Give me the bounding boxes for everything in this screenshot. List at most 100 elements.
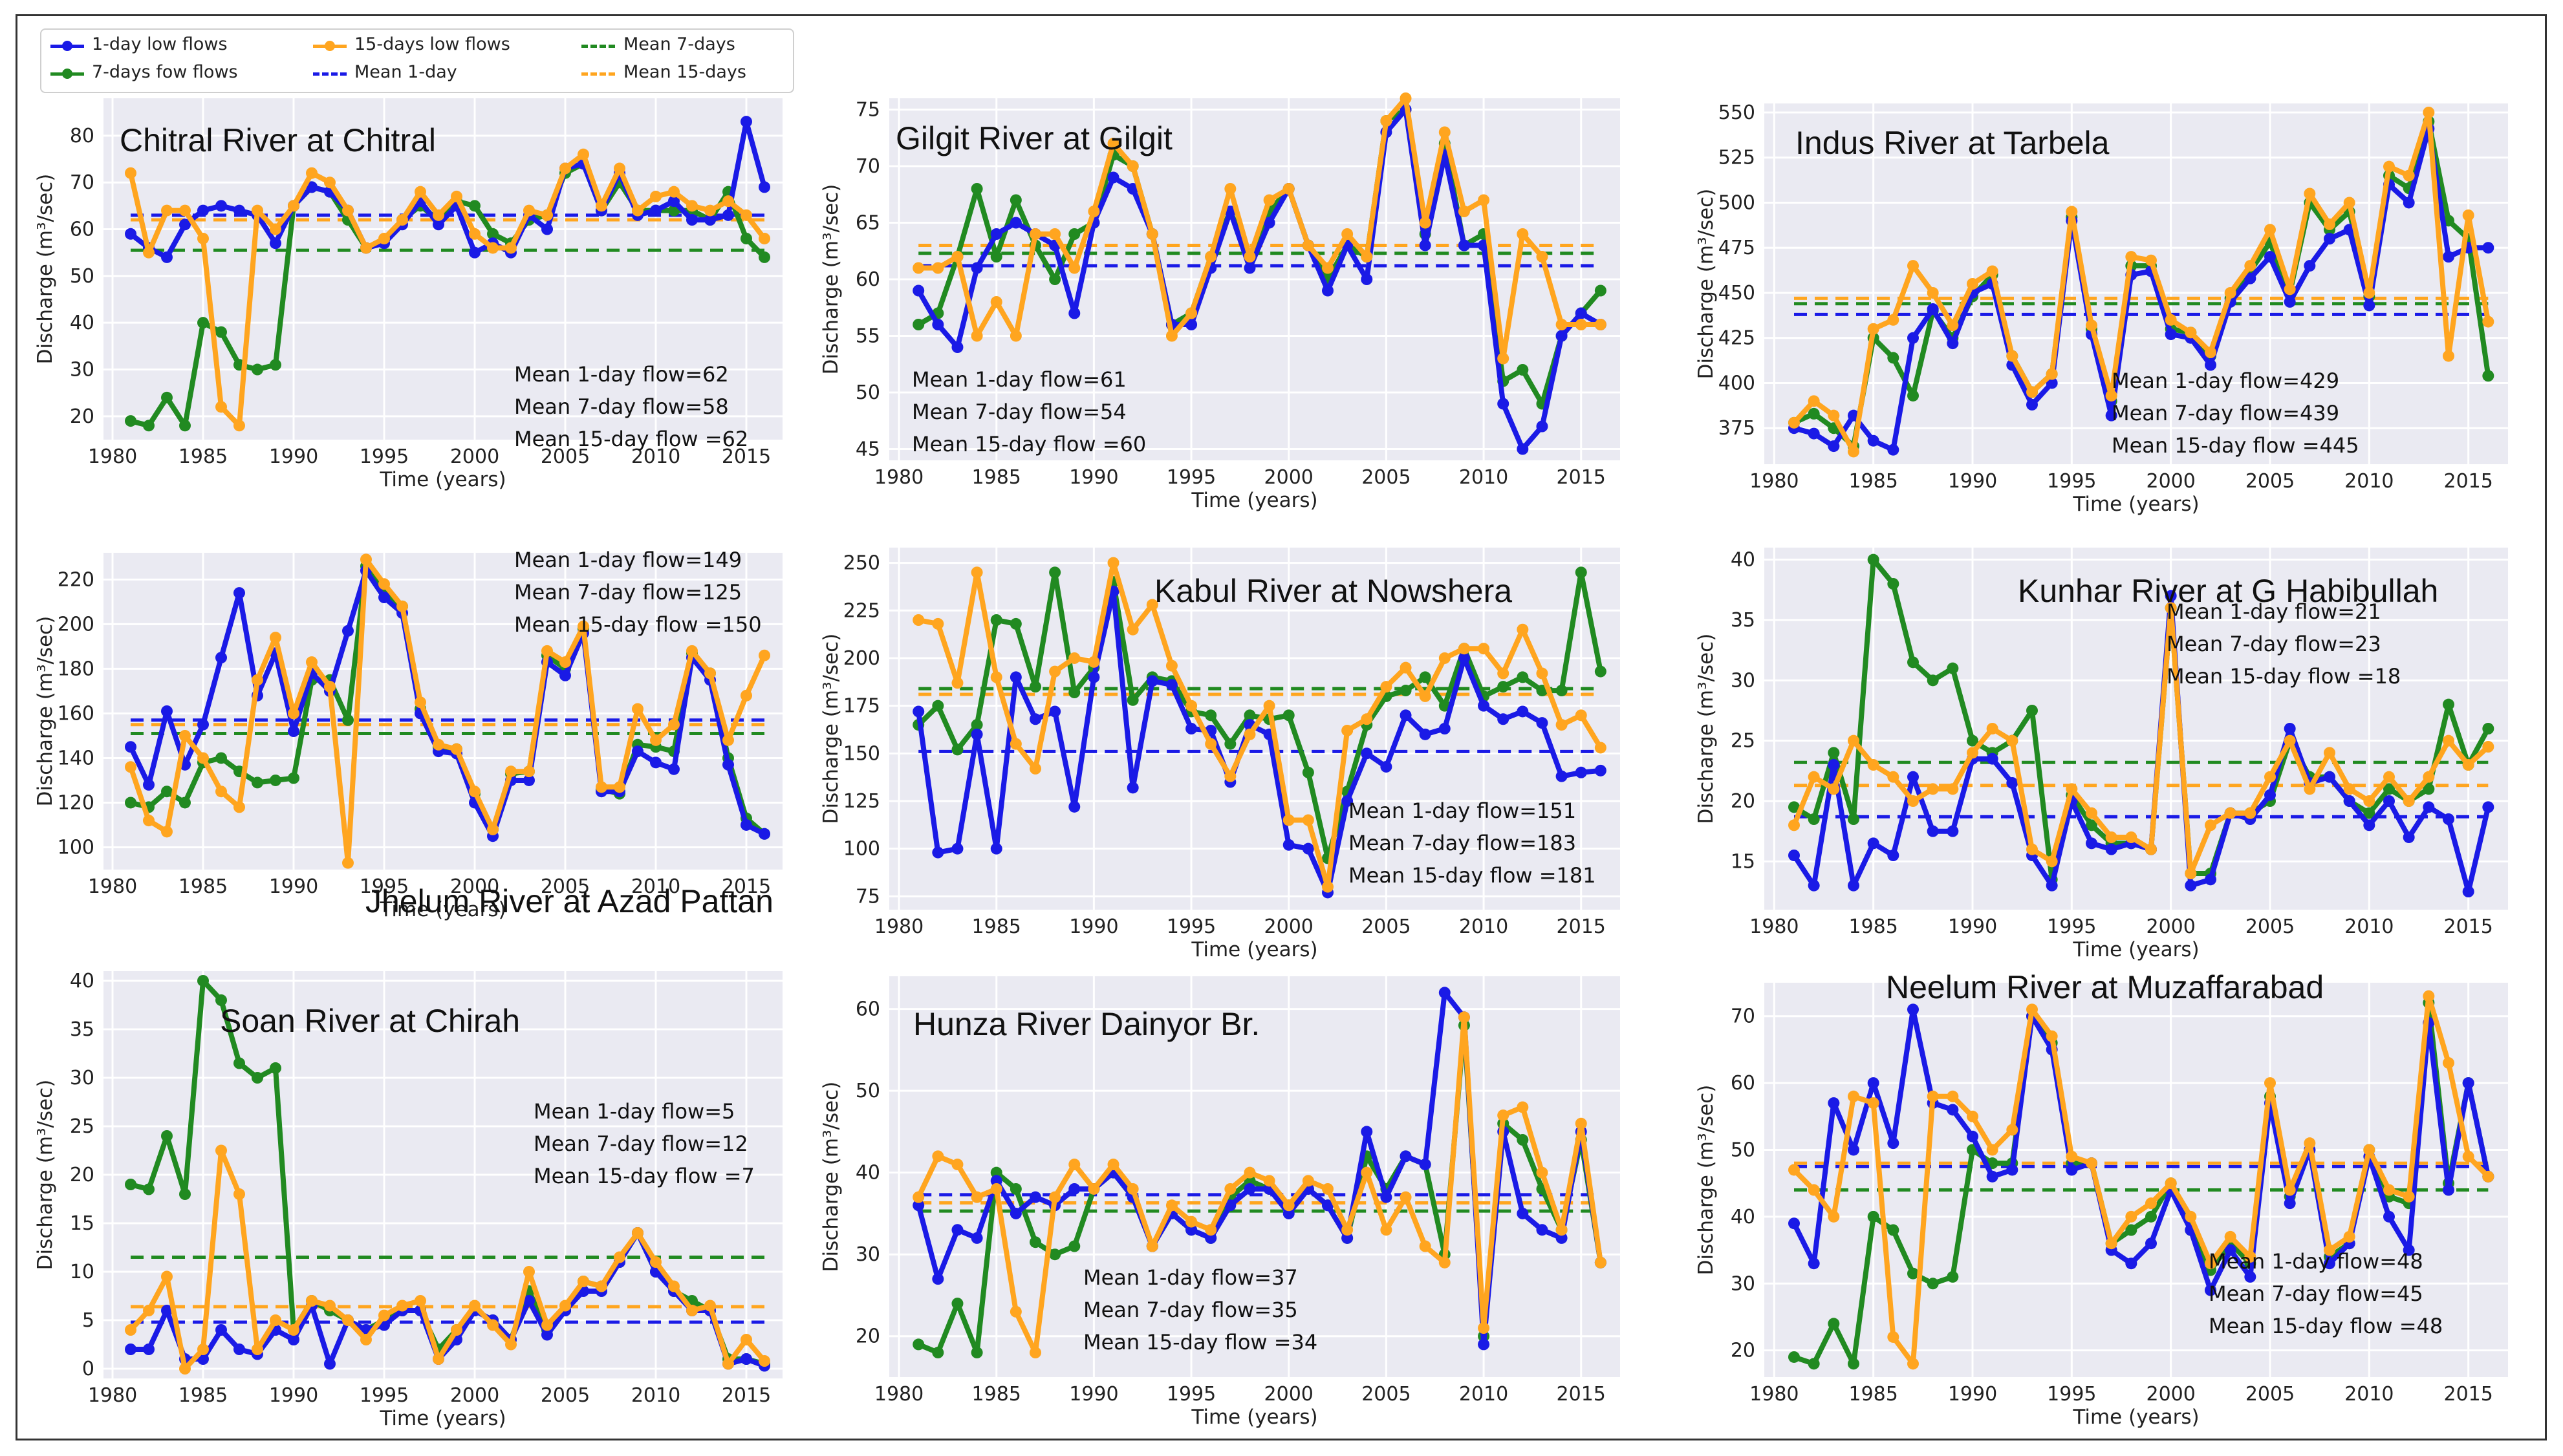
data-point-1day: [2105, 409, 2117, 422]
mean-annotation: Mean 1-day flow=61: [912, 367, 1127, 392]
data-point-1day: [1282, 839, 1295, 851]
data-point-1day: [2403, 831, 2415, 843]
x-tick-label: 2015: [2443, 915, 2493, 938]
data-point-1day: [523, 774, 535, 786]
data-point-7day: [1010, 1183, 1022, 1195]
data-point-7day: [143, 420, 155, 432]
data-point-7day: [1010, 194, 1022, 206]
data-point-15day: [2443, 1057, 2454, 1069]
y-tick-label: 175: [843, 695, 880, 718]
data-point-15day: [971, 1191, 983, 1203]
data-point-1day: [1828, 1097, 1840, 1109]
x-tick-label: 2015: [722, 1384, 771, 1407]
series-15day: [1788, 106, 2494, 458]
data-point-7day: [125, 797, 136, 809]
data-point-15day: [704, 204, 716, 217]
data-point-15day: [2324, 1244, 2335, 1256]
data-point-15day: [1088, 1183, 1100, 1195]
y-tick-label: 60: [70, 219, 94, 241]
data-point-1day: [722, 758, 734, 771]
data-point-1day: [1361, 1126, 1373, 1138]
data-point-7day: [1419, 671, 1431, 683]
panel-chitral: 1980 1985 1990 1995 2000 2005 2010 2015 20 30 40 50…: [26, 97, 783, 517]
x-axis-label: Time (years): [379, 898, 506, 921]
data-point-15day: [233, 1188, 245, 1200]
data-point-15day: [2343, 783, 2355, 795]
data-point-7day: [179, 1188, 191, 1200]
data-point-15day: [360, 553, 372, 566]
data-point-15day: [1478, 194, 1490, 206]
data-point-1day: [971, 262, 983, 274]
chart-title: Kabul River at Nowshera: [1154, 573, 1512, 609]
data-point-1day: [469, 246, 481, 259]
x-axis-label: Time (years): [1191, 938, 1317, 961]
data-point-1day: [1517, 443, 1529, 455]
data-point-15day: [1224, 1183, 1237, 1195]
data-point-15day: [541, 1319, 553, 1331]
data-point-15day: [1438, 1256, 1451, 1269]
data-point-15day: [179, 1363, 191, 1375]
data-point-7day: [990, 251, 1002, 262]
x-tick-label: 1990: [1948, 1383, 1997, 1406]
data-point-15day: [2264, 224, 2276, 236]
data-point-15day: [913, 614, 925, 626]
data-point-1day: [2244, 1270, 2256, 1283]
data-point-15day: [632, 703, 643, 715]
y-tick-label: 40: [1731, 549, 1755, 572]
data-point-15day: [1927, 1090, 1939, 1102]
series-15day: [1788, 990, 2494, 1370]
data-point-15day: [233, 420, 245, 432]
data-point-7day: [270, 359, 281, 371]
data-point-15day: [1010, 738, 1022, 750]
data-point-7day: [1808, 813, 1820, 825]
data-point-1day: [1478, 700, 1490, 712]
data-point-15day: [541, 209, 553, 221]
data-point-1day: [1419, 239, 1431, 252]
data-point-1day: [1497, 398, 1509, 410]
x-tick-label: 2000: [1264, 1383, 1314, 1406]
mean-annotation: Mean 7-day flow=183: [1348, 831, 1576, 855]
data-point-15day: [741, 689, 752, 701]
data-point-15day: [2165, 314, 2177, 326]
data-point-1day: [1282, 1207, 1295, 1219]
x-tick-label: 2015: [722, 445, 771, 468]
x-tick-label: 2000: [2146, 1383, 2195, 1406]
data-point-1day: [541, 223, 553, 235]
data-point-15day: [1049, 1191, 1061, 1203]
data-point-15day: [990, 1183, 1002, 1195]
x-tick-label: 1990: [1948, 470, 1997, 493]
mean-annotation: Mean 7-day flow=125: [514, 580, 742, 605]
y-tick-label: 25: [70, 1115, 94, 1138]
data-point-15day: [161, 204, 173, 217]
data-point-1day: [215, 652, 227, 664]
data-point-15day: [1478, 643, 1490, 655]
x-tick-label: 1980: [88, 1384, 137, 1407]
y-axis-label: Discharge (m³/sec): [34, 174, 57, 365]
x-tick-label: 2005: [2245, 1383, 2295, 1406]
data-point-15day: [2086, 319, 2097, 332]
data-point-15day: [2284, 734, 2296, 747]
data-point-15day: [1947, 319, 1959, 332]
data-point-1day: [1458, 652, 1470, 664]
data-point-15day: [2363, 286, 2375, 299]
data-point-15day: [686, 645, 698, 657]
data-point-15day: [451, 190, 462, 202]
y-tick-label: 10: [70, 1261, 94, 1283]
x-axis-label: Time (years): [379, 1407, 506, 1430]
data-point-15day: [2423, 106, 2435, 118]
y-tick-label: 100: [843, 838, 880, 861]
data-point-15day: [1127, 623, 1139, 636]
series-15day: [125, 553, 770, 869]
data-point-15day: [1049, 665, 1061, 678]
data-point-1day: [971, 728, 983, 740]
data-point-1day: [759, 828, 770, 840]
data-point-1day: [1986, 1170, 1998, 1183]
y-tick-label: 30: [70, 1067, 94, 1089]
x-tick-label: 2010: [631, 1384, 680, 1407]
data-point-1day: [2284, 295, 2296, 308]
y-tick-label: 200: [58, 613, 94, 636]
x-tick-label: 2000: [2146, 470, 2195, 493]
data-point-15day: [215, 401, 227, 413]
data-point-15day: [1517, 1101, 1529, 1113]
mean-annotation: Mean 15-day flow =62: [514, 427, 748, 451]
